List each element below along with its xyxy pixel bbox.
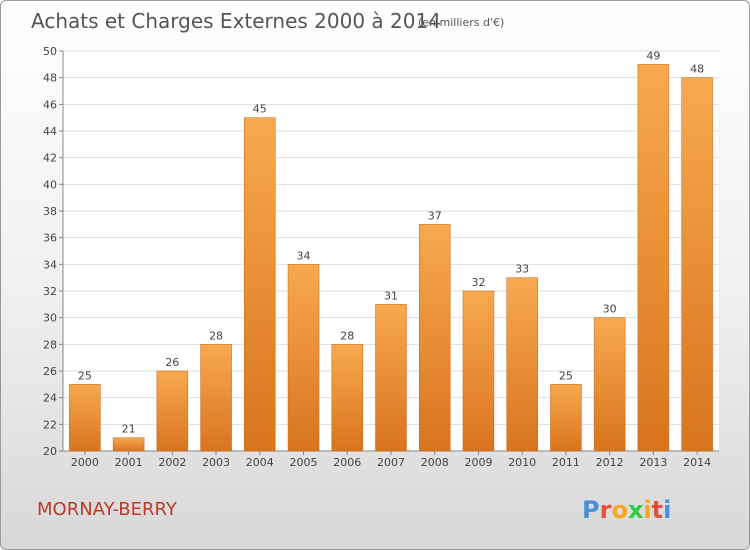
x-tick-label: 2000 [71, 456, 99, 469]
y-tick-label: 26 [43, 365, 57, 378]
bar [506, 277, 538, 452]
data-label: 25 [559, 369, 573, 382]
x-tick-label: 2006 [333, 456, 361, 469]
logo-letter: P [582, 496, 600, 524]
x-tick-label: 2014 [683, 456, 711, 469]
data-label: 48 [690, 63, 704, 76]
plot-area: 20 22 24 26 28 30 32 34 36 38 40 42 44 46 48 50 25 2000 21… [43, 45, 719, 469]
bar [69, 384, 101, 452]
y-tick-label: 48 [43, 72, 57, 85]
bar [637, 64, 670, 452]
bar [462, 290, 495, 452]
y-tick-label: 22 [43, 418, 57, 431]
data-label: 21 [122, 423, 136, 436]
y-tick-label: 38 [43, 205, 57, 218]
x-tick-label: 2009 [464, 456, 492, 469]
chart-title: Achats et Charges Externes 2000 à 2014 [31, 9, 441, 33]
data-label: 28 [209, 329, 223, 342]
x-tick-label: 2011 [552, 456, 580, 469]
y-tick-label: 40 [43, 178, 57, 191]
bar [200, 344, 232, 452]
bar [287, 264, 320, 452]
y-tick-label: 42 [43, 152, 57, 165]
data-label: 25 [78, 369, 92, 382]
x-tick-label: 2004 [246, 456, 274, 469]
y-tick-label: 46 [43, 98, 57, 111]
bar [418, 224, 451, 452]
data-label: 30 [603, 303, 617, 316]
x-tick-label: 2008 [421, 456, 449, 469]
y-tick-label: 50 [43, 45, 57, 58]
data-label: 37 [428, 209, 442, 222]
data-label: 26 [165, 356, 179, 369]
logo-letter: x [628, 496, 644, 524]
data-label: 33 [515, 263, 529, 276]
y-tick-label: 24 [43, 392, 57, 405]
bar [331, 344, 364, 452]
data-label: 32 [471, 276, 485, 289]
x-tick-label: 2013 [639, 456, 667, 469]
y-tick-label: 30 [43, 312, 57, 325]
x-tick-label: 2003 [202, 456, 230, 469]
y-tick-label: 20 [43, 445, 57, 458]
bar [593, 317, 626, 452]
y-tick-label: 34 [43, 258, 57, 271]
data-label: 34 [297, 249, 311, 262]
y-tick-label: 28 [43, 338, 57, 351]
y-tick-label: 32 [43, 285, 57, 298]
x-tick-label: 2010 [508, 456, 536, 469]
bar [244, 117, 276, 452]
bar [550, 384, 582, 452]
data-label: 45 [253, 103, 267, 116]
bar [681, 77, 713, 452]
y-tick-label: 44 [43, 125, 57, 138]
x-tick-label: 2005 [290, 456, 318, 469]
proxiti-logo: Proxiti [582, 496, 671, 524]
bar [375, 304, 407, 452]
y-tick-label: 36 [43, 232, 57, 245]
data-label: 31 [384, 289, 398, 302]
logo-letter: t [652, 496, 663, 524]
bar [156, 370, 189, 452]
x-tick-label: 2002 [158, 456, 186, 469]
logo-letter: i [643, 496, 651, 524]
logo-letter: i [663, 496, 671, 524]
commune-name: MORNAY-BERRY [37, 499, 178, 520]
data-label: 49 [646, 49, 660, 62]
x-tick-label: 2007 [377, 456, 405, 469]
x-tick-label: 2001 [115, 456, 143, 469]
logo-letter: r [600, 496, 612, 524]
logo-letter: o [611, 496, 628, 524]
x-tick-label: 2012 [596, 456, 624, 469]
chart-unit: (en milliers d'€) [418, 16, 504, 29]
data-label: 28 [340, 329, 354, 342]
bar [112, 437, 145, 452]
